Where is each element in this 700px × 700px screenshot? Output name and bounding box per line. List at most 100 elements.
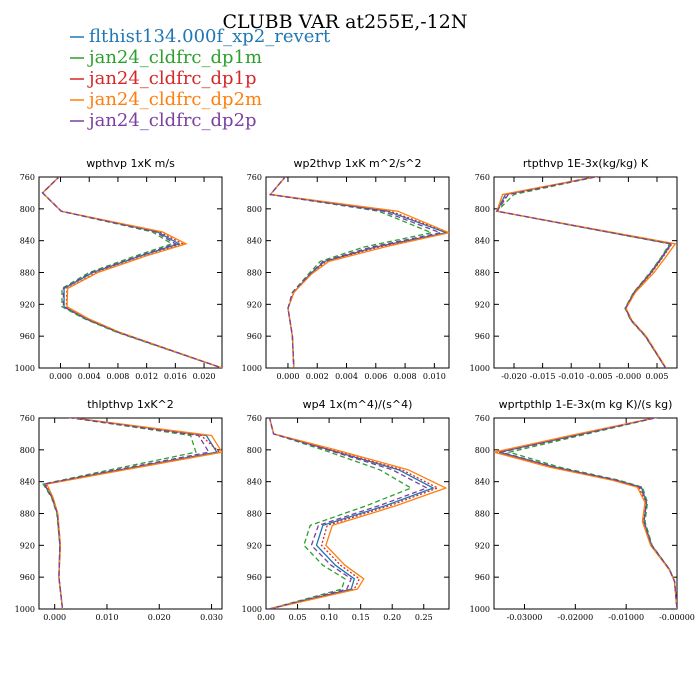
y-tick-label: 800: [247, 446, 262, 455]
x-tick-label: 0.004: [78, 372, 101, 381]
x-tick-label: 0.002: [306, 372, 329, 381]
figure-title: CLUBB VAR at255E,-12N: [223, 11, 468, 33]
panel-3: rtpthvp 1E-3x(kg/kg) K 760 800 840 880 920 960…: [470, 157, 678, 381]
series-line-4: [45, 418, 222, 609]
series-line-2: [42, 418, 197, 609]
y-tick-label: 760: [475, 173, 490, 182]
series-line-5: [501, 418, 677, 609]
x-tick-label: 0.016: [164, 372, 187, 381]
y-tick-label: 840: [20, 478, 35, 487]
x-tick-label: 0.004: [335, 372, 358, 381]
y-tick-label: 800: [247, 205, 262, 214]
x-tick-label: -0.00000: [659, 613, 695, 622]
y-tick-label: 800: [475, 205, 490, 214]
x-tick-label: 0.20: [383, 613, 401, 622]
x-tick-label: 0.030: [200, 613, 223, 622]
series-group: [494, 418, 677, 609]
y-tick-label: 920: [475, 300, 490, 309]
legend-label: jan24_cldfrc_dp1m: [87, 47, 262, 68]
panel-title: thlpthvp 1xK^2: [87, 398, 174, 411]
x-tick-label: 0.000: [49, 372, 72, 381]
y-tick-label: 1000: [15, 605, 35, 614]
x-tick-label: 0.010: [96, 613, 119, 622]
y-tick-label: 1000: [15, 364, 35, 373]
panel-title: rtpthvp 1E-3x(kg/kg) K: [523, 157, 649, 170]
y-tick-label: 840: [247, 237, 262, 246]
panel-5: wp4 1x(m^4)/(s^4)76080084088092096010000…: [242, 398, 450, 622]
plot-frame: [38, 176, 223, 369]
y-tick-label: 920: [20, 300, 35, 309]
panel-title: wprtpthlp 1-E-3x(m kg K)/(s kg): [499, 398, 673, 411]
y-tick-label: 920: [20, 541, 35, 550]
x-tick-label: 0.006: [364, 372, 387, 381]
legend-label: jan24_cldfrc_dp2p: [87, 110, 257, 131]
panel-4: thlpthvp 1xK^2 760 800 840 880 920 960 1000 0.00…: [15, 398, 223, 622]
panel-title: wpthvp 1xK m/s: [86, 157, 175, 170]
series-group: [495, 177, 677, 368]
y-tick-label: 960: [20, 332, 35, 341]
plot-frame: [265, 417, 450, 610]
series-line-5: [269, 177, 443, 368]
y-tick-label: 1000: [470, 364, 490, 373]
x-tick-label: 0.10: [320, 613, 338, 622]
series-line-3: [269, 177, 449, 368]
y-tick-label: 760: [247, 173, 262, 182]
y-tick-label: 1000: [242, 364, 262, 373]
plot-frame: [493, 176, 678, 369]
series-line-4: [494, 418, 677, 609]
y-tick-label: 880: [475, 269, 490, 278]
legend: flthist134.000f_xp2_revertjan24_cldfrc_d…: [70, 26, 331, 131]
series-line-5: [495, 177, 672, 368]
x-tick-label: 0.012: [135, 372, 158, 381]
y-tick-label: 760: [20, 414, 35, 423]
y-tick-label: 920: [247, 300, 262, 309]
x-tick-label: 0.008: [106, 372, 129, 381]
series-line-5: [41, 177, 222, 368]
panel-title: wp2thvp 1xK m^2/s^2: [293, 157, 421, 170]
y-tick-label: 840: [247, 478, 262, 487]
series-group: [41, 177, 222, 368]
y-tick-label: 880: [20, 269, 35, 278]
series-line-1: [269, 177, 449, 368]
x-tick-label: -0.000: [616, 372, 642, 381]
panel-2: wp2thvp 1xK m^2/s^2 760 800 840 880 920 960 100…: [242, 157, 450, 381]
y-tick-label: 920: [247, 541, 262, 550]
series-line-4: [269, 177, 449, 368]
series-line-3: [44, 418, 221, 609]
x-tick-label: 0.05: [289, 613, 307, 622]
y-tick-label: 800: [20, 446, 35, 455]
x-tick-label: 0.000: [277, 372, 300, 381]
y-tick-label: 1000: [242, 605, 262, 614]
panel-title: wp4 1x(m^4)/(s^4): [303, 398, 413, 411]
series-line-4: [41, 177, 222, 368]
panel-6: wprtpthlp 1-E-3x(m kg K)/(s kg) 760 800 840…: [470, 398, 695, 622]
x-tick-label: 0.005: [646, 372, 669, 381]
y-tick-label: 960: [20, 573, 35, 582]
y-tick-label: 1000: [470, 605, 490, 614]
y-tick-label: 960: [247, 573, 262, 582]
y-tick-label: 840: [20, 237, 35, 246]
legend-label: jan24_cldfrc_dp2m: [87, 89, 262, 110]
y-tick-label: 800: [20, 205, 35, 214]
series-line-2: [495, 177, 671, 368]
y-tick-label: 760: [475, 414, 490, 423]
series-line-3: [268, 418, 440, 609]
x-tick-label: -0.02000: [557, 613, 593, 622]
series-line-5: [268, 418, 429, 609]
y-tick-label: 840: [475, 478, 490, 487]
series-group: [268, 418, 448, 609]
y-tick-label: 880: [247, 269, 262, 278]
plot-frame: [38, 417, 223, 610]
x-tick-label: 0.020: [193, 372, 216, 381]
x-tick-label: 0.008: [394, 372, 417, 381]
y-tick-label: 960: [475, 573, 490, 582]
series-line-2: [268, 418, 413, 609]
x-tick-label: -0.005: [587, 372, 613, 381]
y-tick-label: 760: [20, 173, 35, 182]
series-group: [269, 177, 449, 368]
panels: wpthvp 1xK m/s 760 800 840 880 920 960 1000 0.00…: [15, 157, 695, 622]
series-line-1: [43, 418, 218, 609]
y-tick-label: 760: [247, 414, 262, 423]
x-tick-label: 0.25: [415, 613, 433, 622]
y-tick-label: 960: [247, 332, 262, 341]
